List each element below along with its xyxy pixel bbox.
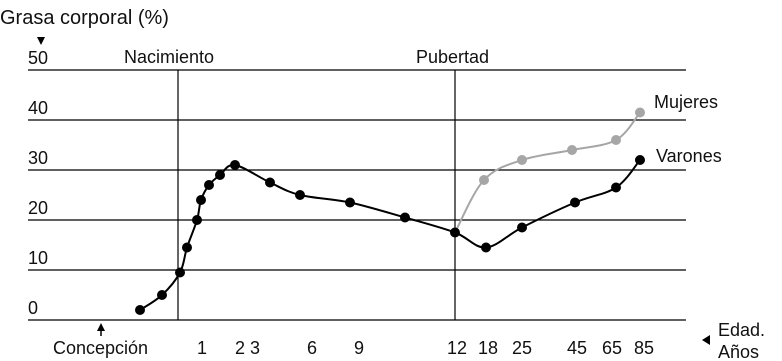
x-tick-65: 65: [602, 338, 622, 358]
point-varones-0: [135, 305, 145, 315]
y-tick-20: 20: [28, 198, 48, 218]
point-mujeres-1: [479, 175, 489, 185]
x-tick-concepcion: Concepción: [53, 338, 148, 358]
point-varones-17: [611, 182, 621, 193]
series-line-varones: [139, 159, 641, 311]
y-axis-arrow-icon: [37, 37, 45, 45]
y-tick-40: 40: [28, 98, 48, 118]
point-mujeres-5: [635, 107, 645, 118]
y-tick-0: 0: [28, 298, 38, 318]
x-tick-85: 85: [634, 338, 654, 358]
point-varones-2: [175, 267, 185, 278]
birth-marker-label: Nacimiento: [124, 47, 214, 67]
point-mujeres-3: [567, 145, 577, 155]
x-tick-25: 25: [512, 338, 532, 358]
point-varones-16: [570, 197, 580, 208]
x-tick-2-3: 2 3: [235, 338, 260, 358]
point-varones-9: [265, 177, 275, 188]
y-tick-30: 30: [28, 148, 48, 168]
puberty-marker-label: Pubertad: [416, 47, 489, 67]
x-tick-18: 18: [478, 338, 498, 358]
point-varones-6: [204, 180, 214, 190]
series-label-mujeres: Mujeres: [654, 92, 718, 112]
series-label-varones: Varones: [656, 146, 722, 166]
point-varones-1: [157, 290, 167, 300]
x-axis-title-line1: Edad.: [718, 320, 765, 340]
point-varones-3: [182, 242, 192, 253]
series-layer: [135, 107, 645, 315]
point-varones-5: [196, 195, 206, 205]
point-varones-13: [450, 227, 460, 238]
point-mujeres-2: [517, 155, 527, 165]
point-varones-10: [295, 190, 305, 200]
point-varones-7: [215, 170, 225, 180]
point-varones-12: [400, 212, 410, 223]
point-varones-18: [635, 155, 645, 165]
y-tick-10: 10: [28, 248, 48, 268]
x-tick-9: 9: [354, 338, 364, 358]
x-axis-title-line2: Años: [718, 342, 759, 361]
x-axis-arrow-icon: [702, 335, 710, 345]
point-varones-4: [192, 215, 202, 225]
gridlines: [28, 69, 686, 321]
point-varones-8: [230, 160, 240, 170]
y-tick-50: 50: [28, 48, 48, 68]
x-tick-6: 6: [307, 338, 317, 358]
x-tick-12: 12: [447, 338, 467, 358]
point-varones-11: [345, 197, 355, 208]
x-tick-45: 45: [567, 338, 587, 358]
x-tick-1: 1: [197, 338, 207, 358]
y-tick-labels: 0 10 20 30 40 50: [28, 48, 48, 318]
point-varones-15: [517, 222, 527, 233]
conception-arrow-icon: [97, 323, 105, 331]
y-axis-title: Grasa corporal (%): [0, 7, 169, 29]
point-mujeres-4: [611, 135, 621, 145]
point-varones-14: [481, 242, 491, 253]
